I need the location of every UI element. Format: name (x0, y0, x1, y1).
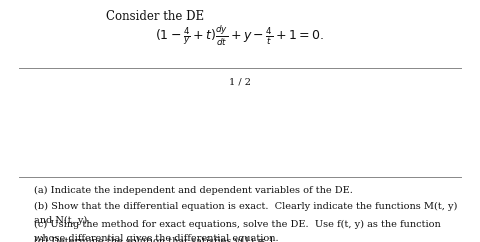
Text: $(1 - \frac{4}{y} + t)\frac{dy}{dt} + y - \frac{4}{t} + 1 = 0.$: $(1 - \frac{4}{y} + t)\frac{dy}{dt} + y … (156, 24, 324, 48)
Text: (c) Using the method for exact equations, solve the DE.  Use f(t, y) as the func: (c) Using the method for exact equations… (34, 220, 440, 229)
Text: 1 / 2: 1 / 2 (229, 77, 251, 86)
Text: (a) Indicate the independent and dependent variables of the DE.: (a) Indicate the independent and depende… (34, 186, 352, 196)
Text: (b) Show that the differential equation is exact.  Clearly indicate the function: (b) Show that the differential equation … (34, 202, 457, 211)
Text: (d) Determine the solution that satisfies y(1) = 1.: (d) Determine the solution that satisfie… (34, 237, 277, 242)
Text: and N(t, y).: and N(t, y). (34, 215, 90, 225)
Text: whose differential gives the differential equation.: whose differential gives the differentia… (34, 234, 278, 242)
Text: Consider the DE: Consider the DE (106, 10, 204, 23)
